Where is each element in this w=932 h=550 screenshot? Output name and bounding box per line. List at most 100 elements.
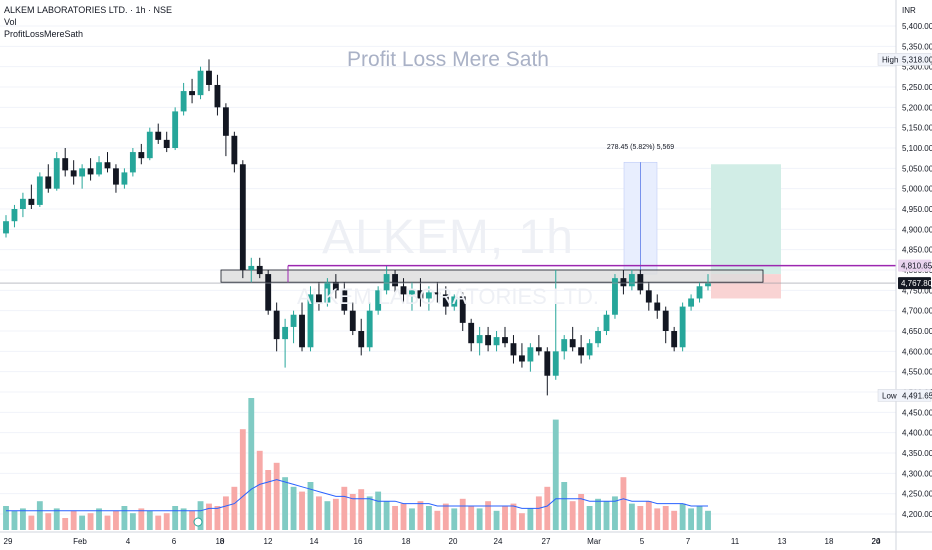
candle-body xyxy=(417,290,424,299)
volume-ma-line xyxy=(6,479,708,512)
candle-body xyxy=(476,335,483,344)
volume-bar xyxy=(189,510,195,530)
supply-box xyxy=(220,269,764,283)
candle-body xyxy=(544,351,551,376)
volume-bar xyxy=(197,501,204,530)
volume-bar xyxy=(705,510,711,530)
candle-body xyxy=(197,70,204,96)
candle-body xyxy=(206,70,212,85)
volume-bar xyxy=(256,450,263,530)
candle-body xyxy=(451,296,458,307)
x-tick-label: 11 xyxy=(731,537,740,546)
candle-body xyxy=(645,290,652,303)
candle-body xyxy=(282,326,289,340)
candle-body xyxy=(265,274,272,311)
candle-body xyxy=(612,278,618,315)
candle-body xyxy=(595,331,601,344)
candle-body xyxy=(535,347,542,352)
candle-body xyxy=(316,294,322,303)
y-tick-label: 5,100.00 xyxy=(902,144,932,153)
volume-bar xyxy=(468,506,475,530)
candle-body xyxy=(113,168,119,185)
volume-bar xyxy=(206,503,212,530)
y-tick-label: 5,000.00 xyxy=(902,185,932,194)
candle-body xyxy=(349,310,356,331)
volume-bar xyxy=(19,508,26,530)
candle-body xyxy=(375,290,382,311)
volume-bar xyxy=(586,506,593,530)
candle-body xyxy=(493,337,500,346)
y-tick-label: 4,300.00 xyxy=(902,469,932,478)
volume-bar xyxy=(595,498,601,530)
candle-body xyxy=(273,310,280,340)
trade-zones: 278.45 (5.82%) 5,569 xyxy=(220,144,781,299)
volume-label[interactable]: Vol xyxy=(4,17,17,27)
candle-body xyxy=(578,347,585,356)
volume-bars xyxy=(3,398,711,530)
volume-bar xyxy=(163,513,170,530)
currency-label: INR xyxy=(902,6,916,15)
x-tick-label: 27 xyxy=(542,537,551,546)
y-tick-label: 4,550.00 xyxy=(902,368,932,377)
candle-body xyxy=(28,198,35,205)
low-label: Low xyxy=(882,391,897,400)
y-tick-label: 4,950.00 xyxy=(902,205,932,214)
x-tick-label: 18 xyxy=(825,537,834,546)
volume-bar xyxy=(696,506,703,530)
volume-bar xyxy=(265,470,272,530)
watermark-ticker: ALKEM, 1h xyxy=(322,211,574,264)
volume-bar xyxy=(671,510,678,530)
volume-bar xyxy=(138,508,145,530)
volume-bar xyxy=(519,513,525,530)
volume-bar xyxy=(172,506,179,530)
volume-bar xyxy=(214,506,221,530)
candle-body xyxy=(679,306,686,348)
candle-body xyxy=(45,176,52,189)
symbol-title[interactable]: ALKEM LABORATORIES LTD. · 1h · NSE xyxy=(4,5,173,15)
candle-body xyxy=(239,164,246,270)
volume-bar xyxy=(358,489,365,530)
candle-body xyxy=(468,322,475,344)
volume-bar xyxy=(400,503,407,530)
candle-body xyxy=(62,158,69,171)
volume-bar xyxy=(332,498,339,530)
measure-label: 278.45 (5.82%) 5,569 xyxy=(607,144,674,151)
last-price-label: 4,767.80 xyxy=(901,279,932,288)
candle-body xyxy=(189,91,195,96)
volume-bar xyxy=(552,419,559,530)
indicator-label[interactable]: ProfitLossMereSath xyxy=(4,29,84,39)
x-tick-label: 16 xyxy=(354,537,363,546)
candle-body xyxy=(662,310,669,331)
y-tick-label: 4,750.00 xyxy=(902,286,932,295)
volume-bar xyxy=(645,501,652,530)
candle-body xyxy=(222,107,229,136)
volume-bar xyxy=(53,508,60,530)
candle-body xyxy=(87,168,94,175)
candle-body xyxy=(146,131,153,159)
x-tick-label: 18 xyxy=(402,537,411,546)
candle-body xyxy=(248,265,255,270)
candle-body xyxy=(341,290,348,311)
volume-bar xyxy=(273,462,280,530)
candle-body xyxy=(409,290,415,295)
candle-body xyxy=(527,347,534,362)
candle-body xyxy=(442,294,449,307)
volume-bar xyxy=(341,486,348,530)
y-tick-label: 4,200.00 xyxy=(902,510,932,519)
high-value: 5,318.00 xyxy=(902,55,932,64)
high-label-bg xyxy=(877,53,932,66)
candle-body xyxy=(138,152,145,159)
volume-bar xyxy=(603,501,610,530)
resistance-price-label-bg xyxy=(898,259,931,272)
volume-bar xyxy=(87,513,94,530)
price-axis[interactable]: 4,200.00 4,250.00 4,300.00 4,350.00 4,400.00… xyxy=(877,22,932,519)
volume-bar xyxy=(459,498,466,530)
candle-body xyxy=(510,343,517,356)
y-tick-label: 4,700.00 xyxy=(902,307,932,316)
volume-bar xyxy=(316,496,322,530)
volume-bar xyxy=(239,429,246,530)
candle-body xyxy=(155,131,162,140)
volume-bar xyxy=(45,513,52,530)
